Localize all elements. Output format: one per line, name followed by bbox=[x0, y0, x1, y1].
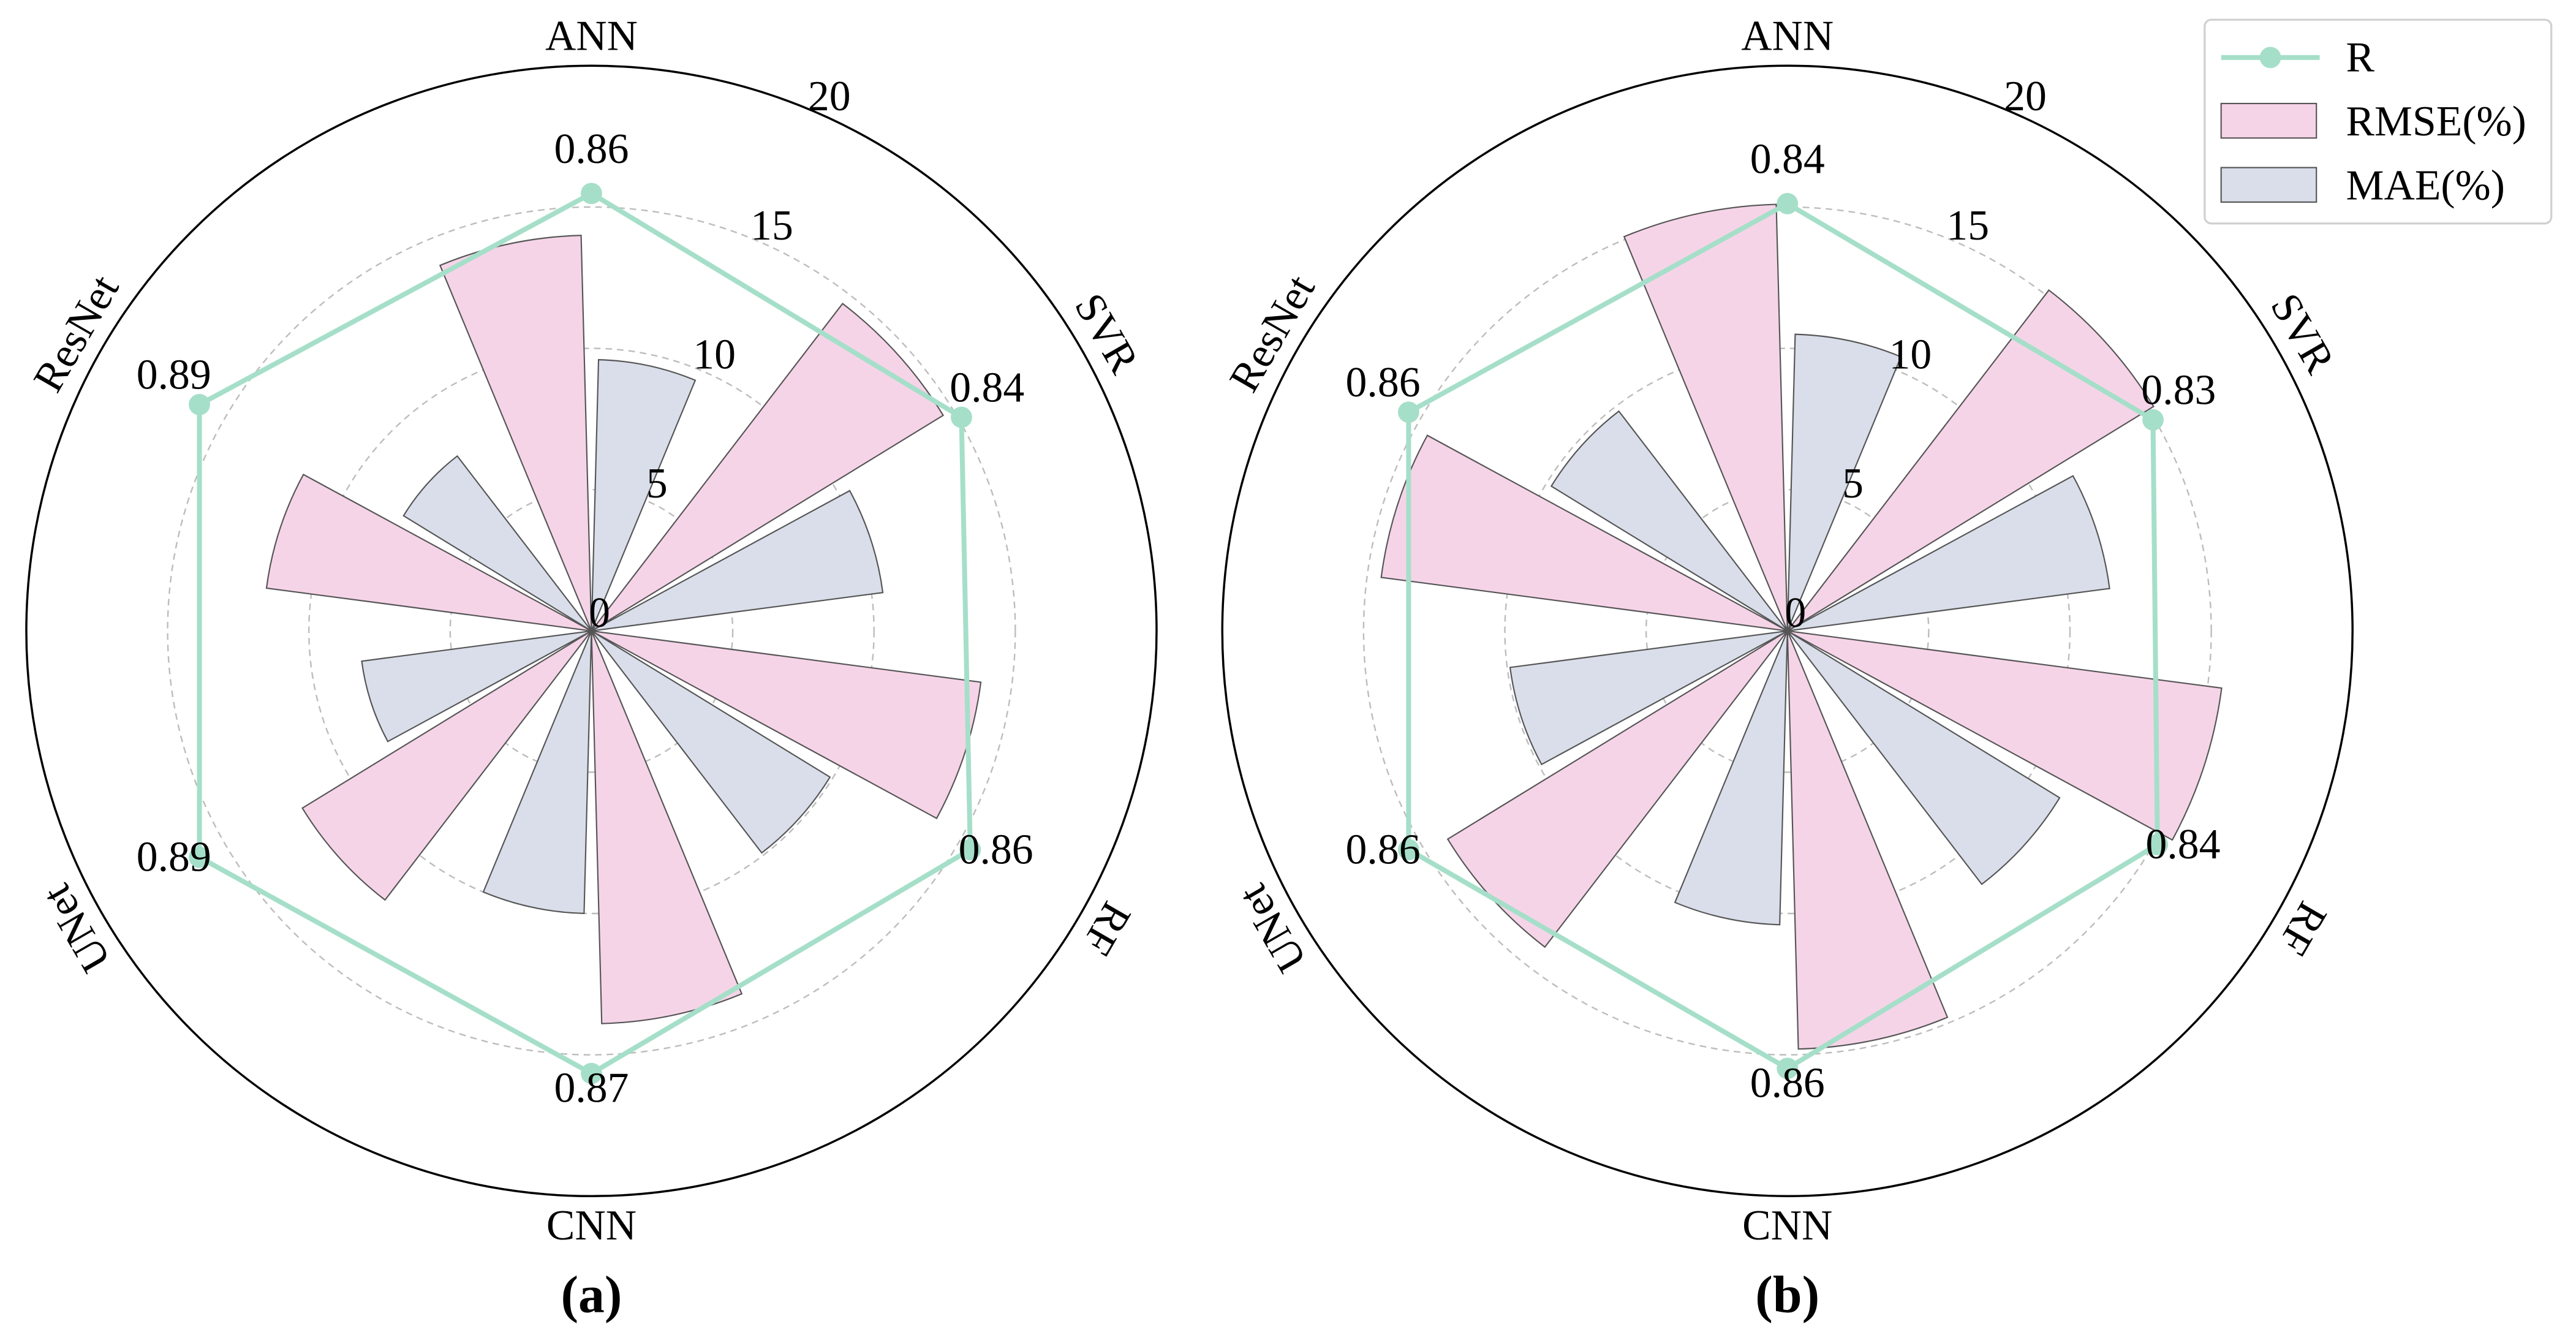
panel-b-grid-ring-5 bbox=[1645, 488, 1930, 773]
legend-label-rmse: RMSE(%) bbox=[2346, 98, 2526, 145]
panel-b-radial-tick-label-5: 5 bbox=[1842, 460, 1864, 507]
panel-b-bar-rmse-resnet bbox=[1380, 434, 1788, 632]
panel-a-radial-tick-label-15: 15 bbox=[750, 202, 793, 249]
panel-b-radial-tick-label-10: 10 bbox=[1889, 331, 1932, 378]
panel-a-radial-tick-label-10: 10 bbox=[693, 331, 736, 378]
panel-b-r-value-label-svr: 0.83 bbox=[2141, 366, 2216, 414]
legend-item-r: R bbox=[2221, 34, 2374, 81]
panel-b-r-value-label-resnet: 0.86 bbox=[1346, 359, 1421, 406]
panel-a-bar-mae-cnn bbox=[482, 630, 592, 914]
legend-item-mae: MAE(%) bbox=[2220, 162, 2505, 210]
panel-b-r-value-label-cnn: 0.86 bbox=[1750, 1059, 1825, 1107]
panel-b-r-value-label-ann: 0.84 bbox=[1750, 135, 1825, 183]
panel-b-label: (b) bbox=[1755, 1266, 1819, 1324]
panel-a-r-value-label-ann: 0.86 bbox=[554, 126, 629, 173]
panel-b-grid-ring-15 bbox=[1362, 206, 2212, 1056]
panel-a-r-marker-svr bbox=[951, 406, 972, 428]
panel-a-radial-tick-label-20: 20 bbox=[808, 73, 851, 120]
panel-a-bar-rmse-svr bbox=[591, 302, 945, 632]
panel-a-r-marker-resnet bbox=[189, 393, 210, 415]
legend-label-r: R bbox=[2346, 34, 2374, 81]
panel-a-radial-tick-label-0: 0 bbox=[589, 589, 610, 637]
legend-item-rmse: RMSE(%) bbox=[2220, 98, 2526, 145]
panel-a-r-value-label-svr: 0.84 bbox=[950, 364, 1024, 411]
panel-a-bar-rmse-rf bbox=[591, 630, 982, 820]
panel-a-bar-mae-unet bbox=[361, 630, 592, 743]
panel-b-bar-mae-resnet bbox=[1550, 410, 1788, 632]
panel-a-bar-rmse-unet bbox=[301, 630, 592, 901]
panel-a-bar-rmse-cnn bbox=[591, 630, 743, 1024]
panel-b-radial-tick-label-0: 0 bbox=[1785, 589, 1806, 637]
panel-b-bar-rmse-rf bbox=[1787, 630, 2223, 841]
panel-b-r-marker-rf bbox=[2147, 834, 2169, 855]
panel-b-bar-rmse-svr bbox=[1786, 289, 2155, 632]
panel-a-r-value-label-rf: 0.86 bbox=[959, 826, 1033, 873]
legend-label-mae: MAE(%) bbox=[2346, 162, 2504, 210]
legend-mae-swatch bbox=[2220, 167, 2317, 203]
panel-b-category-label-ann: ANN bbox=[1741, 12, 1834, 59]
panel-a-grid-ring-10 bbox=[308, 347, 875, 915]
panel-a-r-marker-rf bbox=[959, 839, 981, 861]
panel-b-bar-mae-cnn bbox=[1674, 630, 1788, 926]
panel-a-bar-rmse-resnet bbox=[265, 474, 592, 632]
panel-a-grid-ring-5 bbox=[449, 488, 734, 773]
panel-a-bar-mae-svr bbox=[591, 490, 884, 632]
panel-a-radial-tick-label-5: 5 bbox=[646, 460, 668, 507]
panel-a-r-marker-unet bbox=[189, 846, 210, 868]
panel-a-r-value-label-cnn: 0.87 bbox=[554, 1065, 629, 1112]
polar-chart-b: 0.840.830.840.860.860.8605101520ANNSVRRF… bbox=[1220, 12, 2354, 1324]
panel-b-bar-rmse-ann bbox=[1623, 203, 1788, 632]
panel-b-r-marker-unet bbox=[1397, 839, 1419, 861]
panel-b-bar-mae-unet bbox=[1509, 630, 1788, 766]
panel-a-label: (a) bbox=[561, 1266, 622, 1324]
legend: R RMSE(%) MAE(%) bbox=[2204, 18, 2553, 225]
panel-a-grid-ring-15 bbox=[167, 206, 1016, 1056]
panel-b-bar-mae-svr bbox=[1787, 475, 2110, 632]
panel-b-category-label-cnn: CNN bbox=[1742, 1202, 1832, 1249]
panel-b-radial-tick-label-15: 15 bbox=[1946, 202, 1989, 249]
panel-a-r-marker-cnn bbox=[581, 1062, 602, 1084]
panel-a-outer-ring bbox=[25, 64, 1158, 1198]
panel-a-bar-rmse-ann bbox=[439, 235, 592, 632]
polar-chart-a: 0.860.840.860.870.890.8905101520ANNSVRRF… bbox=[25, 12, 1158, 1324]
panel-b-r-value-label-rf: 0.84 bbox=[2145, 821, 2220, 868]
panel-a-category-label-ann: ANN bbox=[545, 12, 638, 59]
panel-a-category-label-cnn: CNN bbox=[546, 1202, 636, 1249]
panel-b-bar-rmse-cnn bbox=[1786, 630, 1949, 1050]
panel-b-r-marker-svr bbox=[2142, 409, 2164, 431]
panel-a-r-value-label-resnet: 0.89 bbox=[137, 352, 211, 399]
legend-rmse-swatch bbox=[2220, 102, 2317, 139]
panel-b-radial-tick-label-20: 20 bbox=[2004, 73, 2047, 120]
panel-b-r-marker-ann bbox=[1777, 192, 1799, 214]
panel-a-r-value-label-unet: 0.89 bbox=[137, 834, 211, 881]
panel-b-bar-mae-rf bbox=[1786, 630, 2061, 885]
legend-r-marker bbox=[2259, 47, 2281, 69]
panel-b-r-marker-cnn bbox=[1777, 1057, 1799, 1080]
panel-b-r-value-label-unet: 0.86 bbox=[1346, 826, 1421, 873]
panel-b-bar-mae-ann bbox=[1786, 333, 1902, 632]
panel-b-outer-ring bbox=[1221, 64, 2354, 1198]
panel-a-bar-mae-resnet bbox=[402, 455, 592, 632]
panel-b-r-marker-resnet bbox=[1397, 401, 1419, 423]
panel-a-bar-mae-rf bbox=[591, 630, 831, 854]
panel-a-r-marker-ann bbox=[581, 183, 602, 205]
panel-b-grid-ring-10 bbox=[1504, 347, 2071, 915]
panel-a-bar-mae-ann bbox=[591, 359, 697, 632]
